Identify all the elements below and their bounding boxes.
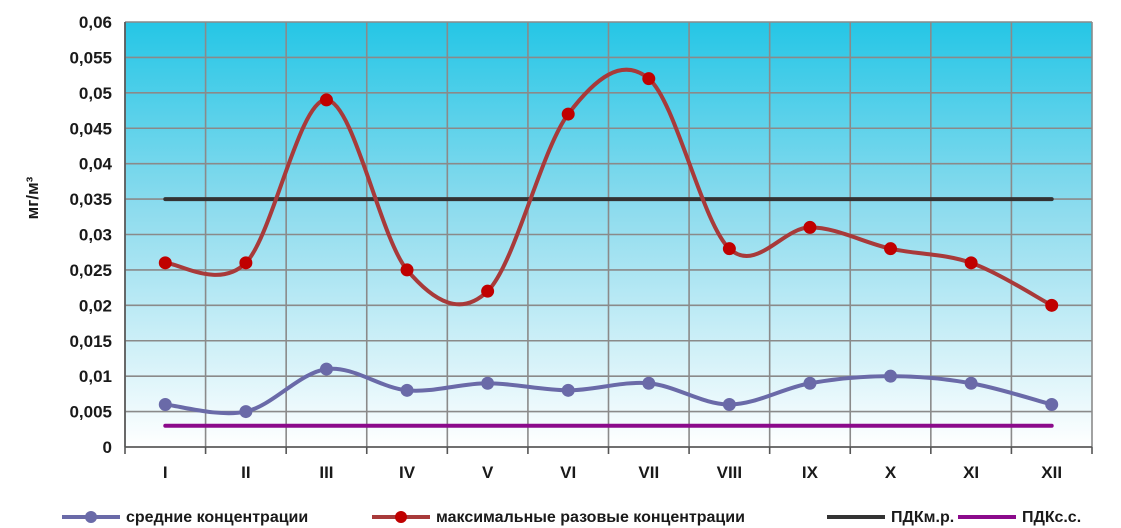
axes [124,22,1093,454]
legend-swatch-marker [85,511,97,523]
data-point-series-2 [722,242,736,256]
y-tick-label: 0,04 [79,155,113,174]
x-tick-label: I [163,463,168,482]
data-point-series-1 [884,369,898,383]
data-point-series-1 [481,376,495,390]
data-point-series-2 [964,256,978,270]
y-tick-label: 0,05 [79,84,112,103]
x-tick-label: VI [560,463,576,482]
y-tick-label: 0,01 [79,367,112,386]
series-line-1 [163,366,1054,416]
data-point-series-2 [319,93,333,107]
y-tick-label: 0,005 [69,403,112,422]
data-point-series-2 [803,220,817,234]
x-tick-label: IX [802,463,819,482]
x-tick-label: VIII [717,463,743,482]
data-point-series-1 [239,405,253,419]
data-point-series-2 [239,256,253,270]
legend-label: максимальные разовые концентрации [436,509,745,526]
x-tick-label: X [885,463,897,482]
y-tick-labels: 0 0,005 0,01 0,015 0,02 0,025 0,03 0,035 0,04 0,0… [69,13,112,457]
x-tick-label: XI [963,463,979,482]
data-point-series-2 [158,256,172,270]
y-tick-label: 0,045 [69,119,112,138]
data-point-series-1 [561,383,575,397]
x-tick-label: V [482,463,494,482]
data-point-series-2 [1045,298,1059,312]
y-tick-label: 0,06 [79,13,112,32]
x-tick-label: III [319,463,333,482]
y-tick-label: 0,055 [69,48,112,67]
legend-label: ПДКм.р. [891,509,954,526]
data-point-series-1 [722,398,736,411]
series-layer [158,67,1059,428]
legend-label: ПДКс.с. [1022,509,1081,526]
x-tick-label: VII [638,463,659,482]
data-point-series-2 [481,284,495,298]
legend: средние концентрации максимальные разовые… [62,509,1081,526]
data-point-series-2 [642,72,656,86]
data-point-series-1 [803,376,817,390]
y-tick-label: 0,02 [79,296,112,315]
x-tick-label: IV [399,463,416,482]
data-point-series-2 [884,242,898,256]
data-point-series-2 [561,107,575,121]
data-point-series-1 [158,398,172,411]
legend-swatch-marker [395,511,407,523]
y-tick-label: 0 [103,438,112,457]
data-point-series-1 [642,376,656,390]
x-tick-labels: I II III IV V VI VII VIII IX X XI XII [163,463,1062,482]
data-point-series-2 [400,263,414,277]
x-tick-label: II [241,463,250,482]
y-tick-label: 0,035 [69,190,112,209]
x-tick-label: XII [1041,463,1062,482]
y-tick-label: 0,025 [69,261,112,280]
legend-label: средние концентрации [126,509,308,526]
data-point-series-1 [1045,398,1059,411]
data-point-series-1 [319,362,333,376]
data-point-series-1 [400,383,414,397]
data-point-series-1 [964,376,978,390]
y-axis-label: мг/м³ [23,176,42,219]
y-tick-label: 0,015 [69,332,112,351]
y-tick-label: 0,03 [79,226,112,245]
